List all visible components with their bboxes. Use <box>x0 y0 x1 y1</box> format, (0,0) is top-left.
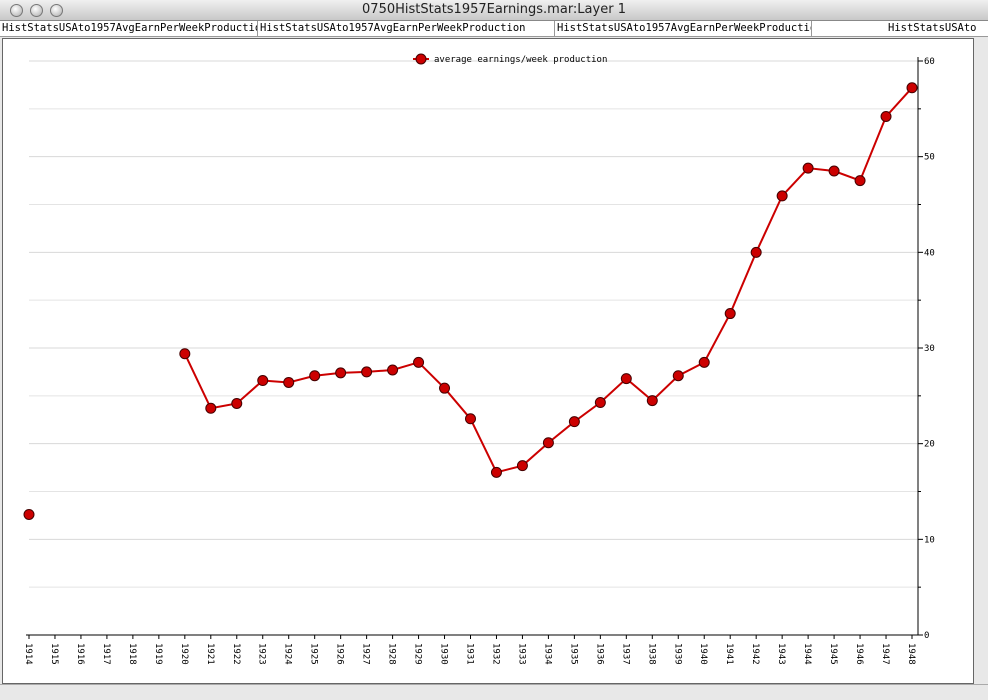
data-point <box>672 370 684 382</box>
x-tick-label: 1938 <box>646 643 656 665</box>
data-point <box>620 373 632 385</box>
y-tick-label: 20 <box>924 440 935 450</box>
x-tick-label: 1945 <box>828 643 838 665</box>
data-point <box>542 437 554 449</box>
x-tick-label: 1947 <box>880 643 890 665</box>
x-tick-label: 1944 <box>802 643 812 665</box>
y-tick-label: 40 <box>924 248 935 258</box>
x-tick-label: 1937 <box>620 643 630 665</box>
x-tick-label: 1914 <box>23 643 33 665</box>
data-point <box>828 165 840 177</box>
data-point <box>257 375 269 387</box>
x-tick-label: 1921 <box>205 643 215 665</box>
x-tick-label: 1935 <box>568 643 578 665</box>
x-tick-label: 1942 <box>750 643 760 665</box>
data-point <box>361 366 373 378</box>
x-tick-label: 1928 <box>387 643 397 665</box>
data-point <box>231 397 243 409</box>
tab[interactable]: HistStatsUSAto1957AvgEarnPerWeekProducti… <box>258 21 555 36</box>
x-tick-label: 1931 <box>465 643 475 665</box>
x-tick-label: 1940 <box>698 643 708 665</box>
x-tick-label: 1932 <box>490 643 500 665</box>
tab-row: HistStatsUSAto1957AvgEarnPerWeekProducti… <box>0 21 988 37</box>
data-point <box>724 308 736 320</box>
x-tick-label: 1923 <box>257 643 267 665</box>
y-tick-label: 30 <box>924 344 935 354</box>
data-point <box>439 382 451 394</box>
x-tick-label: 1926 <box>335 643 345 665</box>
x-tick-label: 1920 <box>179 643 189 665</box>
x-tick-label: 1934 <box>542 643 552 665</box>
x-tick-label: 1929 <box>413 643 423 665</box>
data-point <box>568 416 580 428</box>
tab[interactable]: HistStatsUSAto <box>888 22 977 34</box>
x-tick-label: 1943 <box>776 643 786 665</box>
data-point <box>802 162 814 174</box>
title-bar: 0750HistStats1957Earnings.mar:Layer 1 <box>0 0 988 21</box>
plot-area <box>2 38 974 684</box>
data-point <box>179 348 191 360</box>
data-point <box>490 466 502 478</box>
data-point <box>906 82 918 94</box>
x-tick-label: 1941 <box>724 643 734 665</box>
data-point <box>698 356 710 368</box>
x-tick-label: 1917 <box>101 643 111 665</box>
data-point <box>776 190 788 202</box>
y-tick-label: 10 <box>924 535 935 545</box>
tab[interactable]: HistStatsUSAto1957AvgEarnPerWeekProducti… <box>2 21 258 36</box>
x-tick-label: 1916 <box>75 643 85 665</box>
data-point <box>335 367 347 379</box>
close-button[interactable] <box>10 4 23 17</box>
data-point <box>646 395 658 407</box>
data-point <box>516 460 528 472</box>
x-tick-label: 1924 <box>283 643 293 665</box>
data-point <box>413 356 425 368</box>
y-tick-label: 60 <box>924 57 935 67</box>
window-title: 0750HistStats1957Earnings.mar:Layer 1 <box>362 2 626 17</box>
data-point <box>387 364 399 376</box>
data-point <box>309 370 321 382</box>
tab[interactable]: HistStatsUSAto1957AvgEarnPerWeekProducti… <box>557 21 812 36</box>
data-point <box>205 402 217 414</box>
legend-marker <box>415 53 427 65</box>
x-tick-label: 1930 <box>439 643 449 665</box>
legend-label: average earnings/week production <box>434 55 607 65</box>
x-tick-label: 1919 <box>153 643 163 665</box>
zoom-button[interactable] <box>50 4 63 17</box>
minimize-button[interactable] <box>30 4 43 17</box>
status-bar <box>0 684 988 700</box>
x-tick-label: 1925 <box>309 643 319 665</box>
data-point <box>23 508 35 520</box>
x-tick-label: 1918 <box>127 643 137 665</box>
y-tick-label: 0 <box>924 631 929 641</box>
y-tick-label: 50 <box>924 153 935 163</box>
data-point <box>594 397 606 409</box>
data-point <box>465 413 476 425</box>
series-line <box>183 87 913 474</box>
data-point <box>854 175 866 187</box>
data-point <box>750 246 762 258</box>
data-point <box>880 110 892 122</box>
x-tick-label: 1946 <box>854 643 864 665</box>
x-tick-label: 1922 <box>231 643 241 665</box>
x-tick-label: 1939 <box>672 643 682 665</box>
x-tick-label: 1936 <box>594 643 604 665</box>
x-tick-label: 1915 <box>49 643 59 665</box>
x-tick-label: 1948 <box>906 643 916 665</box>
data-point <box>283 376 295 388</box>
x-tick-label: 1927 <box>361 643 371 665</box>
x-tick-label: 1933 <box>516 643 526 665</box>
